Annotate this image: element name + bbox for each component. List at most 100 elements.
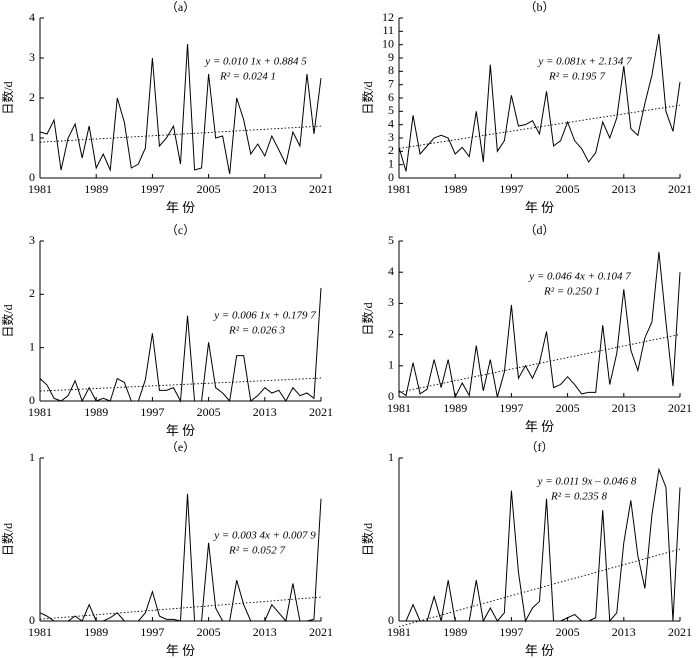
equation: R² = 0.250 1 [543, 286, 600, 298]
panel-label: （a） [166, 0, 195, 14]
trend-line [39, 596, 322, 620]
y-axis-label: 日数/d [360, 302, 375, 335]
y-tick-label: 4 [29, 10, 35, 24]
x-tick-label: 1997 [499, 625, 523, 639]
equation: y = 0.046 4x + 0.104 7 [528, 271, 631, 283]
y-axis-label: 日数/d [0, 523, 15, 556]
x-tick-label: 1981 [387, 401, 411, 415]
x-axis-label: 年 份 [525, 419, 554, 434]
x-tick-label: 1997 [499, 401, 523, 415]
x-tick-label: 1989 [84, 182, 108, 196]
y-tick-label: 3 [29, 50, 35, 64]
x-tick-label: 2021 [668, 401, 692, 415]
x-tick-label: 1981 [387, 625, 411, 639]
y-tick-label: 2 [29, 286, 35, 300]
equation: y = 0.003 4x + 0.007 9 [213, 530, 316, 542]
x-tick-label: 2013 [612, 625, 636, 639]
data-line [399, 467, 681, 623]
x-tick-label: 1981 [28, 182, 52, 196]
equation: R² = 0.052 7 [228, 545, 285, 557]
panel-label: （b） [524, 0, 554, 14]
x-tick-label: 2013 [253, 625, 277, 639]
x-tick-label: 1989 [443, 625, 467, 639]
x-tick-label: 2021 [309, 182, 333, 196]
panel-label: （f） [526, 440, 554, 454]
x-tick-label: 2013 [612, 401, 636, 415]
y-tick-label: 0 [29, 393, 35, 407]
y-tick-label: 3 [29, 233, 35, 247]
data-line [398, 251, 681, 399]
x-tick-label: 2021 [668, 182, 692, 196]
y-tick-label: 0 [388, 170, 394, 184]
equation: R² = 0.024 1 [219, 71, 276, 83]
equation: y = 0.006 1x + 0.179 7 [213, 310, 316, 322]
y-tick-label: 0 [388, 389, 394, 403]
y-tick-label: 11 [382, 23, 394, 37]
x-tick-label: 2005 [556, 625, 580, 639]
equation: R² = 0.235 8 [550, 491, 607, 503]
x-tick-label: 1981 [387, 182, 411, 196]
y-tick-label: 5 [388, 233, 394, 247]
y-tick-label: 0 [29, 170, 35, 184]
y-axis-label: 日数/d [360, 81, 375, 114]
y-tick-label: 2 [29, 90, 35, 104]
x-tick-label: 1997 [140, 405, 164, 419]
y-tick-label: 1 [388, 450, 394, 464]
data-line [39, 493, 322, 623]
panel-label: （e） [166, 440, 195, 454]
x-tick-label: 1989 [443, 401, 467, 415]
y-tick-label: 2 [388, 326, 394, 340]
x-tick-label: 1989 [443, 182, 467, 196]
trend-line [398, 104, 681, 149]
data-line [39, 43, 322, 175]
trend-line [39, 377, 322, 392]
x-tick-label: 1981 [28, 405, 52, 419]
equation: y = 0.011 9x – 0.046 8 [537, 476, 637, 488]
equation: y = 0.081x + 2.134 7 [537, 56, 632, 68]
y-tick-label: 8 [388, 63, 394, 77]
panel-label: （d） [524, 223, 554, 237]
x-tick-label: 2013 [253, 182, 277, 196]
equation: R² = 0.195 7 [548, 71, 605, 83]
y-axis-label: 日数/d [0, 81, 15, 114]
y-tick-label: 2 [388, 143, 394, 157]
data-line [398, 33, 681, 172]
y-tick-label: 3 [388, 295, 394, 309]
panel-label: （c） [166, 223, 195, 237]
trend-line [398, 333, 681, 393]
data-line [39, 287, 322, 403]
x-axis-label: 年 份 [525, 643, 554, 658]
y-tick-label: 10 [382, 36, 394, 50]
y-tick-label: 4 [388, 264, 394, 278]
y-tick-label: 12 [382, 10, 394, 24]
y-tick-label: 1 [388, 156, 394, 170]
x-tick-label: 2013 [612, 182, 636, 196]
x-tick-label: 1997 [140, 625, 164, 639]
x-tick-label: 2005 [197, 182, 221, 196]
trend-line [398, 548, 681, 628]
x-tick-label: 2013 [253, 405, 277, 419]
y-tick-label: 1 [29, 339, 35, 353]
y-axis-label: 日数/d [360, 523, 375, 556]
x-tick-label: 2021 [309, 625, 333, 639]
y-axis-label: 日数/d [0, 304, 15, 337]
y-tick-label: 1 [29, 130, 35, 144]
x-tick-label: 1997 [140, 182, 164, 196]
x-tick-label: 2021 [668, 625, 692, 639]
x-axis-label: 年 份 [525, 200, 554, 215]
x-tick-label: 1981 [28, 625, 52, 639]
x-tick-label: 2005 [556, 401, 580, 415]
x-axis-label: 年 份 [166, 200, 195, 215]
x-axis-label: 年 份 [166, 423, 195, 438]
y-tick-label: 6 [388, 90, 394, 104]
x-tick-label: 2005 [197, 405, 221, 419]
y-tick-label: 9 [388, 50, 394, 64]
y-tick-label: 3 [388, 130, 394, 144]
equation: y = 0.010 1x + 0.884 5 [204, 56, 307, 68]
y-tick-label: 1 [29, 450, 35, 464]
y-tick-label: 0 [29, 613, 35, 627]
x-tick-label: 2021 [309, 405, 333, 419]
x-tick-label: 1989 [84, 625, 108, 639]
x-axis-label: 年 份 [166, 643, 195, 658]
